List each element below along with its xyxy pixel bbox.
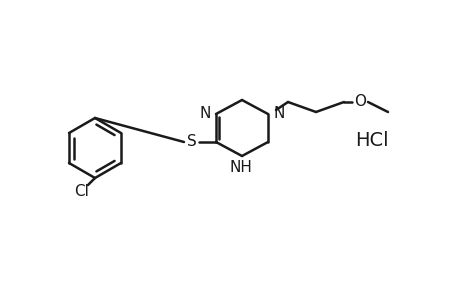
Text: HCl: HCl [354, 130, 388, 149]
Text: N: N [273, 106, 284, 122]
Text: O: O [353, 94, 365, 110]
Text: S: S [187, 134, 196, 149]
Text: N: N [199, 106, 210, 122]
Text: NH: NH [229, 160, 252, 175]
Text: Cl: Cl [74, 184, 89, 199]
